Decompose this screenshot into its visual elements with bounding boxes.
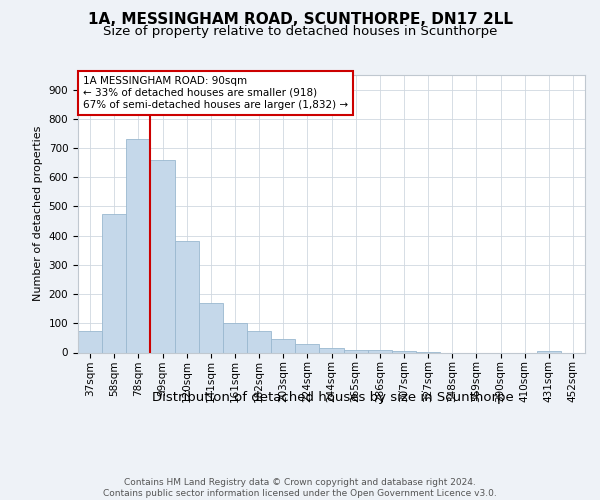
Text: Contains HM Land Registry data © Crown copyright and database right 2024.
Contai: Contains HM Land Registry data © Crown c… xyxy=(103,478,497,498)
Bar xyxy=(151,160,175,352)
Bar xyxy=(102,214,126,352)
Y-axis label: Number of detached properties: Number of detached properties xyxy=(33,126,43,302)
Text: 1A MESSINGHAM ROAD: 90sqm
← 33% of detached houses are smaller (918)
67% of semi: 1A MESSINGHAM ROAD: 90sqm ← 33% of detac… xyxy=(83,76,348,110)
Bar xyxy=(223,324,247,352)
Bar xyxy=(247,330,271,352)
Bar xyxy=(126,140,151,352)
Bar xyxy=(319,348,344,352)
Bar xyxy=(392,351,416,352)
Bar xyxy=(78,330,102,352)
Bar xyxy=(537,350,561,352)
Bar xyxy=(199,303,223,352)
Bar xyxy=(175,242,199,352)
Bar xyxy=(295,344,319,352)
Bar xyxy=(271,340,295,352)
Text: 1A, MESSINGHAM ROAD, SCUNTHORPE, DN17 2LL: 1A, MESSINGHAM ROAD, SCUNTHORPE, DN17 2L… xyxy=(88,12,512,28)
Text: Distribution of detached houses by size in Scunthorpe: Distribution of detached houses by size … xyxy=(152,391,514,404)
Text: Size of property relative to detached houses in Scunthorpe: Size of property relative to detached ho… xyxy=(103,25,497,38)
Bar xyxy=(368,350,392,352)
Bar xyxy=(344,350,368,352)
